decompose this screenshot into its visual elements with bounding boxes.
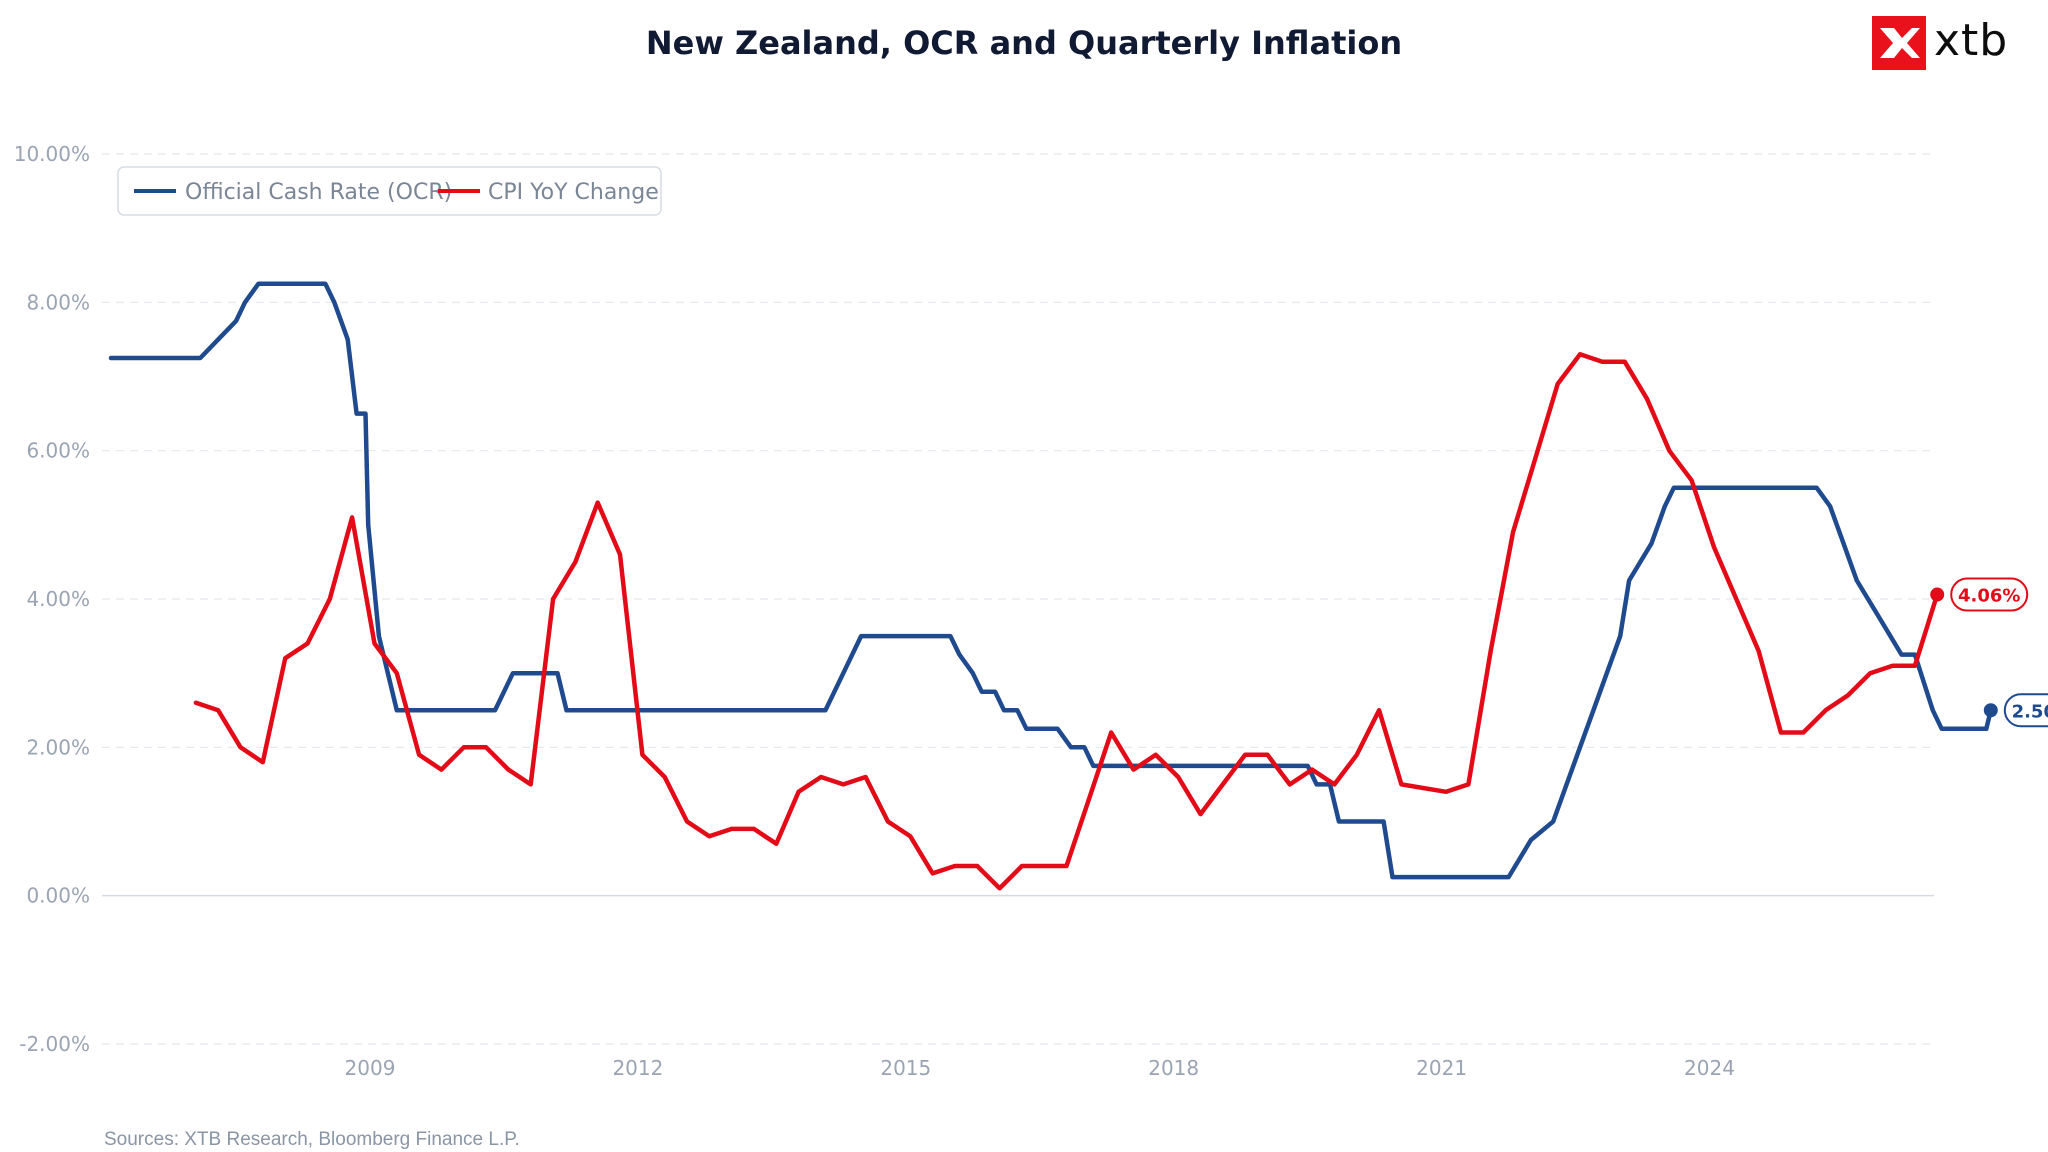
source-note: Sources: XTB Research, Bloomberg Finance…	[104, 1129, 520, 1150]
y-tick-label: 2.00%	[26, 735, 90, 759]
cpi-end-badge: 4.06%	[1950, 577, 2029, 612]
end-badge-label: 2.50%	[2012, 701, 2048, 722]
xtb-logo: xtb	[1872, 16, 2020, 70]
chart-title: New Zealand, OCR and Quarterly Inflation	[645, 24, 1403, 62]
end-badge-box	[1950, 577, 2029, 612]
x-tick-label: 2015	[880, 1056, 931, 1080]
legend-label-cpi: CPI YoY Change	[488, 180, 659, 205]
grid-lines	[102, 153, 1934, 1045]
series-lines	[108, 281, 1994, 891]
y-tick-label: 6.00%	[26, 439, 90, 463]
y-axis-ticks: -2.00% 0.00% 2.00% 4.00% 6.00% 8.00% 10.00%	[14, 142, 90, 1056]
xtb-logo-mark-icon	[1872, 16, 1926, 70]
y-tick-label: 10.00%	[14, 142, 90, 166]
y-tick-label: 8.00%	[26, 290, 90, 314]
x-tick-label: 2018	[1148, 1056, 1199, 1080]
ocr-end-point	[1983, 703, 1998, 718]
x-axis-ticks: 2009 2012 2015 2018 2021 2024	[345, 1056, 1735, 1080]
ocr-series-line	[108, 281, 1994, 880]
y-tick-label: -2.00%	[19, 1032, 90, 1056]
end-value-badges: 2.50% 4.06%	[1930, 577, 2048, 728]
cpi-series-line	[193, 352, 1940, 891]
x-tick-label: 2024	[1684, 1056, 1735, 1080]
ocr-end-badge: 2.50%	[2003, 693, 2048, 728]
x-tick-label: 2009	[345, 1056, 396, 1080]
chart-legend: Official Cash Rate (OCR) CPI YoY Change	[117, 166, 662, 216]
xtb-logo-text: xtb	[1934, 15, 2009, 66]
x-tick-label: 2021	[1416, 1056, 1467, 1080]
legend-box	[117, 166, 662, 216]
y-tick-label: 4.00%	[26, 587, 90, 611]
cpi-end-point	[1930, 587, 1945, 602]
x-tick-label: 2012	[612, 1056, 663, 1080]
legend-label-ocr: Official Cash Rate (OCR)	[185, 180, 452, 205]
end-badge-box	[2003, 693, 2048, 728]
y-tick-label: 0.00%	[26, 884, 90, 908]
end-badge-label: 4.06%	[1958, 586, 2020, 607]
